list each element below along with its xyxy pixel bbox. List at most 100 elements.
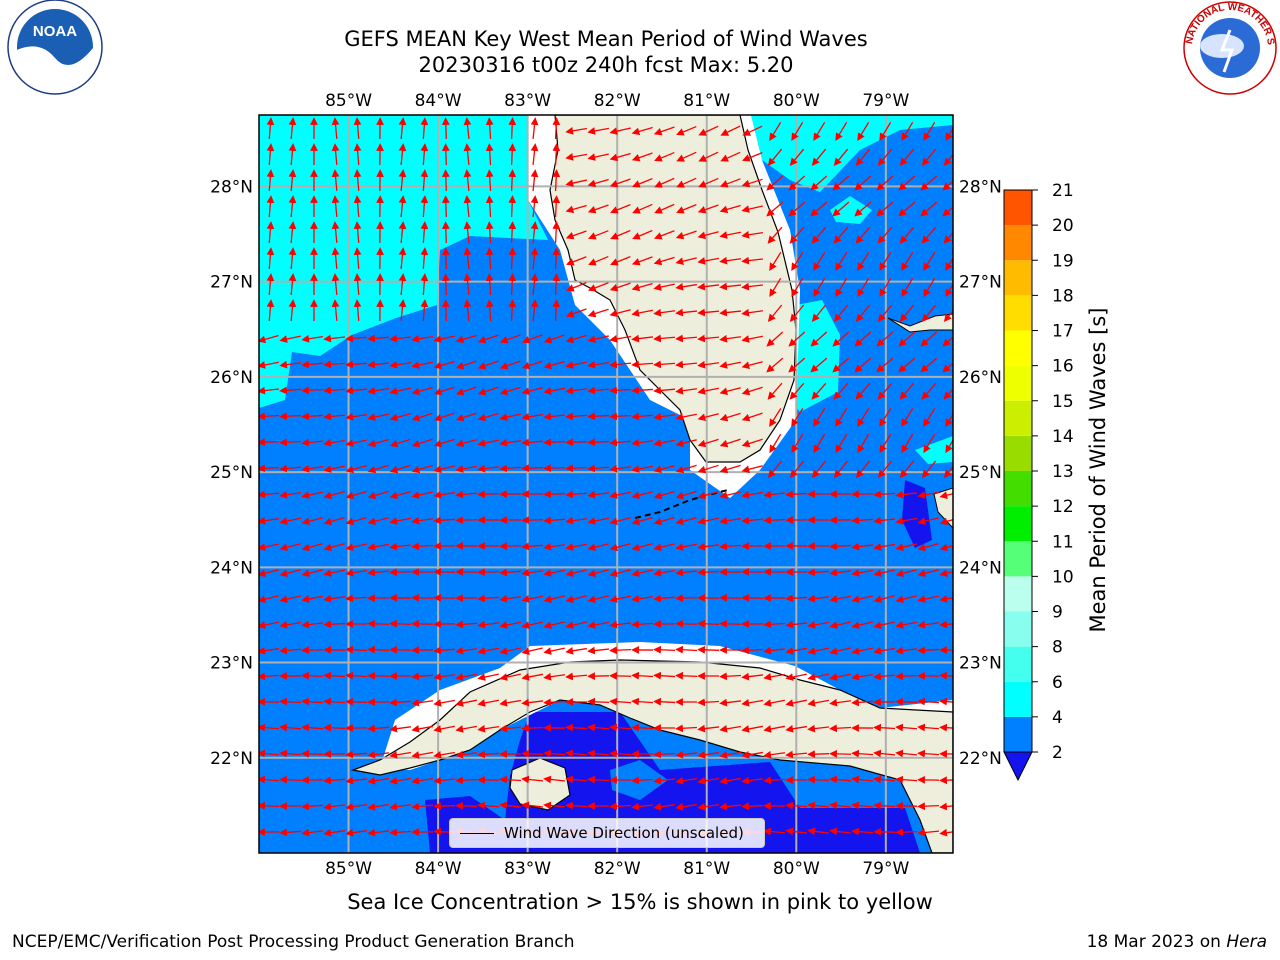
wind-wave-arrow	[675, 386, 698, 395]
wind-wave-arrow	[420, 221, 429, 244]
footer-credit: NCEP/EMC/Verification Post Processing Pr…	[12, 932, 575, 952]
colorbar-segment	[1004, 435, 1032, 471]
wind-wave-arrow	[697, 360, 720, 369]
wind-wave-arrow	[653, 750, 676, 759]
wind-wave-arrow	[530, 273, 539, 296]
wind-wave-arrow	[353, 169, 362, 192]
wind-wave-arrow	[742, 125, 763, 136]
longitude-label: 80°W	[773, 91, 820, 111]
wind-wave-arrow	[631, 671, 654, 680]
wind-wave-arrow	[301, 802, 324, 811]
wind-wave-arrow	[632, 178, 653, 188]
noaa-logo: NOAA	[7, 0, 103, 95]
wind-wave-arrow	[901, 252, 914, 271]
wind-wave-arrow	[855, 226, 871, 244]
wind-wave-arrow	[345, 828, 367, 837]
colorbar-segment	[1004, 400, 1032, 436]
wind-wave-arrow	[854, 175, 872, 191]
wind-wave-arrow	[697, 308, 720, 317]
wind-wave-arrow	[398, 195, 407, 218]
wind-wave-arrow	[785, 647, 807, 655]
wind-wave-arrow	[697, 282, 720, 291]
longitude-label: 84°W	[415, 859, 462, 879]
wind-wave-arrow	[565, 621, 587, 629]
wind-wave-arrow	[345, 516, 367, 526]
wind-wave-arrow	[810, 357, 828, 373]
wind-wave-arrow	[876, 201, 894, 217]
wind-wave-arrow	[301, 491, 323, 499]
wind-wave-arrow	[791, 277, 804, 298]
wind-wave-arrow	[259, 775, 280, 784]
wind-wave-arrow	[565, 569, 587, 577]
wind-wave-arrow	[851, 698, 874, 707]
wind-wave-arrow	[420, 195, 429, 218]
wind-wave-arrow	[279, 517, 301, 525]
wind-wave-arrow	[769, 433, 782, 454]
wind-wave-arrow	[943, 465, 953, 479]
wind-wave-arrow	[943, 231, 953, 244]
wind-wave-arrow	[587, 412, 610, 421]
colorbar-tick-label: 9	[1052, 603, 1063, 623]
wind-wave-arrow	[345, 490, 367, 500]
wind-wave-arrow	[323, 438, 345, 447]
wind-wave-arrow	[288, 195, 297, 218]
wind-wave-arrow	[266, 273, 275, 296]
colorbar-tick-label: 10	[1052, 567, 1074, 587]
wind-wave-arrow	[833, 304, 849, 323]
wind-wave-arrow	[609, 646, 632, 655]
wind-wave-arrow	[879, 408, 892, 427]
wind-wave-arrow	[945, 283, 953, 298]
wind-wave-arrow	[631, 620, 654, 629]
wind-wave-arrow	[565, 204, 587, 214]
wind-wave-arrow	[543, 647, 565, 655]
wind-wave-arrow	[279, 412, 302, 421]
wind-wave-arrow	[767, 382, 783, 400]
wind-wave-arrow	[323, 671, 346, 680]
wind-wave-arrow	[877, 304, 893, 323]
wind-wave-arrow	[389, 438, 411, 448]
wind-wave-arrow	[653, 465, 675, 474]
wind-wave-arrow	[499, 334, 521, 344]
wind-wave-arrow	[441, 169, 450, 192]
wind-wave-arrow	[855, 382, 871, 400]
wind-wave-arrow	[763, 827, 786, 836]
wind-wave-arrow	[901, 408, 914, 427]
wind-wave-arrow	[367, 828, 390, 837]
wind-wave-arrow	[811, 460, 827, 479]
wind-wave-arrow	[345, 465, 367, 474]
wind-wave-arrow	[543, 569, 565, 577]
wind-wave-arrow	[499, 699, 521, 707]
wind-wave-arrow	[587, 723, 610, 732]
wind-wave-arrow	[697, 724, 720, 733]
isla-de-la-juventud	[509, 757, 571, 811]
wind-wave-arrow	[895, 543, 917, 551]
wind-wave-arrow	[851, 569, 873, 577]
wind-wave-arrow	[433, 646, 456, 655]
wind-wave-arrow	[420, 117, 429, 140]
wind-wave-arrow	[921, 148, 937, 166]
latitude-label: 27°N	[959, 273, 1002, 293]
longitude-labels: 85°W 85°W 84°W 84°W 83°W 83°W 82°W 82°W 81°W 81°W…	[325, 91, 909, 879]
wind-wave-arrow	[697, 387, 719, 395]
wind-wave-arrow	[631, 465, 653, 473]
wind-wave-arrow	[353, 273, 362, 296]
wind-wave-arrow	[791, 252, 804, 271]
latitude-label: 24°N	[210, 558, 253, 578]
wind-wave-arrow	[697, 204, 719, 214]
wind-wave-arrow	[530, 117, 539, 140]
wind-wave-arrow	[508, 117, 517, 140]
longitude-label: 82°W	[594, 91, 641, 111]
wind-wave-arrow	[508, 221, 517, 244]
wind-wave-arrow	[477, 801, 500, 810]
wind-wave-arrow	[653, 543, 675, 551]
wind-wave-arrow	[719, 491, 741, 499]
wind-wave-arrow	[653, 671, 676, 680]
wind-wave-arrow	[521, 595, 543, 603]
wind-wave-arrow	[923, 277, 936, 298]
wind-wave-arrow	[719, 672, 742, 681]
wind-wave-arrow	[939, 723, 953, 732]
wind-wave-arrow	[719, 516, 741, 525]
wind-wave-arrow	[832, 331, 850, 347]
wind-wave-arrow	[323, 776, 346, 785]
wind-wave-arrow	[477, 673, 499, 681]
